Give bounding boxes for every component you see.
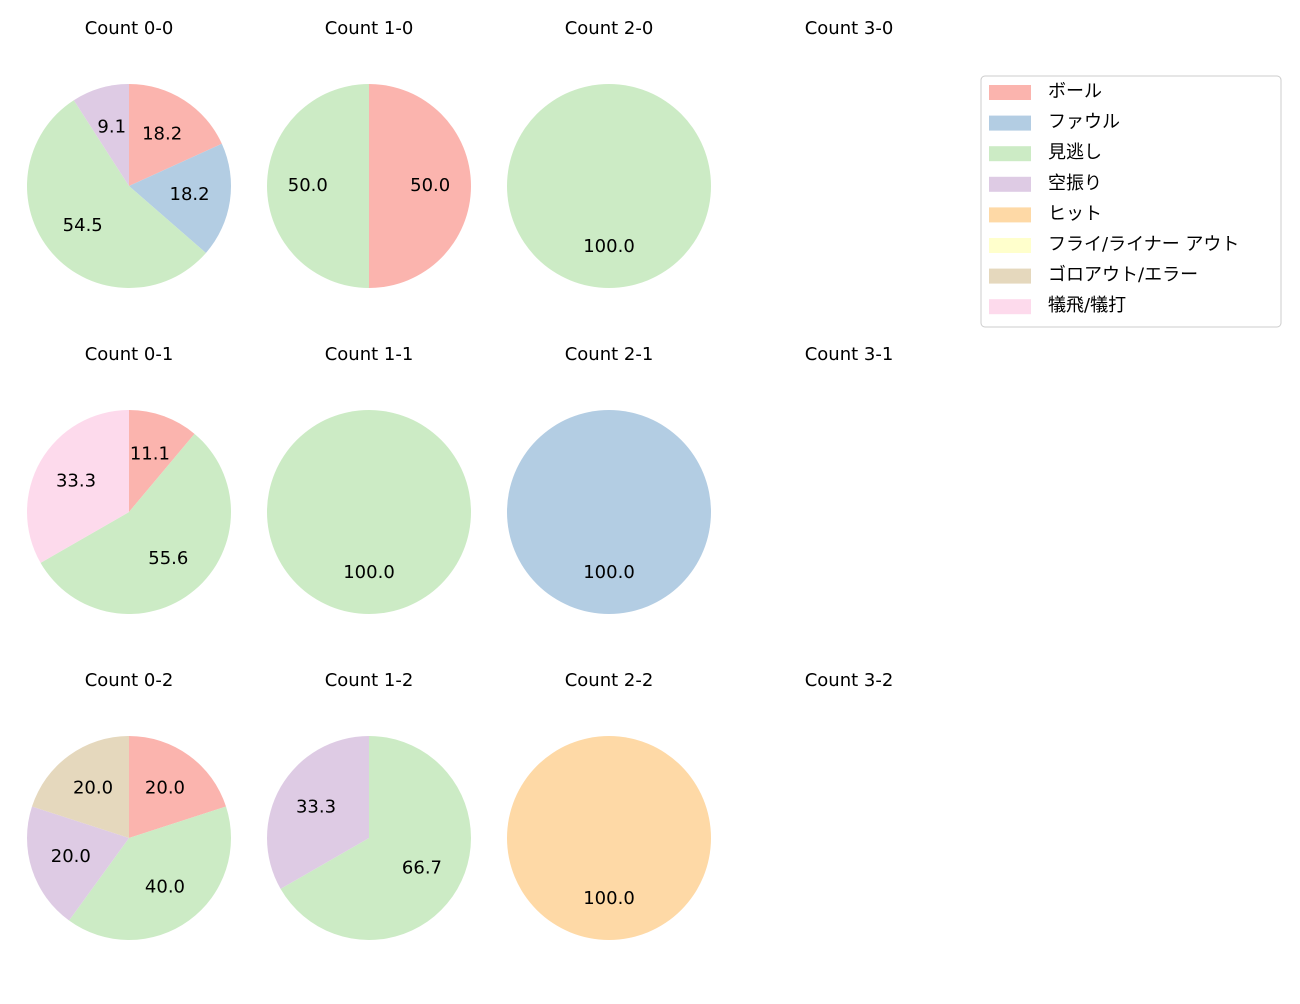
data-label: 20.0 (73, 777, 113, 798)
data-label: 18.2 (142, 124, 182, 145)
legend-swatch (989, 146, 1031, 162)
legend-swatch (989, 115, 1031, 131)
data-label: 33.3 (296, 796, 336, 817)
legend-label: 犠飛/犠打 (1048, 295, 1126, 316)
data-label: 100.0 (583, 888, 635, 909)
legend-swatch (989, 176, 1031, 192)
legend-label: フライ/ライナー アウト (1048, 234, 1239, 255)
data-label: 20.0 (145, 777, 185, 798)
legend-label: ゴロアウト/エラー (1048, 265, 1198, 286)
pie-title: Count 1-2 (325, 670, 414, 691)
pie-title: Count 0-2 (85, 670, 174, 691)
pie-title: Count 0-1 (85, 344, 174, 365)
pie-title: Count 2-0 (565, 18, 654, 39)
data-label: 54.5 (63, 215, 103, 236)
data-label: 100.0 (583, 236, 635, 257)
legend-swatch (989, 207, 1031, 223)
pie-wedge (267, 410, 471, 614)
pie-wedge (40, 433, 231, 615)
legend-label: 見逃し (1048, 142, 1102, 163)
pie-title: Count 0-0 (85, 18, 174, 39)
data-label: 9.1 (97, 116, 126, 137)
legend-swatch (989, 299, 1031, 315)
legend-label: 空振り (1048, 173, 1102, 194)
data-label: 18.2 (170, 184, 210, 205)
pie-wedge (507, 736, 711, 940)
data-label: 50.0 (410, 175, 450, 196)
pie-wedge (129, 410, 195, 512)
pie-title: Count 3-0 (805, 18, 894, 39)
legend-swatch (989, 268, 1031, 284)
pie-wedge (507, 410, 711, 614)
legend-label: ヒット (1048, 203, 1102, 224)
pie-wedge (266, 736, 369, 889)
pie-wedge (26, 100, 206, 289)
data-label: 55.6 (148, 548, 188, 569)
data-label: 66.7 (402, 858, 442, 879)
data-label: 50.0 (288, 175, 328, 196)
legend-label: ファウル (1048, 112, 1120, 133)
pie-wedge (369, 84, 471, 288)
data-label: 11.1 (130, 443, 170, 464)
pie-title: Count 1-0 (325, 18, 414, 39)
legend-label: ボール (1048, 81, 1102, 102)
pie-wedge (27, 806, 129, 921)
pie-wedge (31, 736, 130, 838)
pie-wedge (26, 410, 129, 563)
pie-wedge (129, 84, 222, 186)
pie-title: Count 3-1 (805, 344, 894, 365)
pie-title: Count 1-1 (325, 344, 414, 365)
pie-title: Count 2-2 (565, 670, 654, 691)
pie-wedge (129, 143, 232, 253)
legend-swatch (989, 238, 1031, 253)
data-label: 40.0 (145, 877, 185, 898)
pie-wedge (280, 736, 471, 940)
legend-box (980, 75, 1282, 328)
pie-wedge (73, 84, 129, 186)
legend-swatch (989, 85, 1031, 100)
pie-wedge (129, 736, 227, 838)
pie-title: Count 2-1 (565, 344, 654, 365)
data-label: 100.0 (583, 562, 635, 583)
data-label: 20.0 (51, 846, 91, 867)
pie-wedge (267, 84, 369, 288)
data-label: 33.3 (56, 470, 96, 491)
pie-wedge (69, 806, 232, 940)
pie-title: Count 3-2 (805, 670, 894, 691)
data-label: 100.0 (343, 562, 395, 583)
pie-wedge (507, 84, 711, 288)
